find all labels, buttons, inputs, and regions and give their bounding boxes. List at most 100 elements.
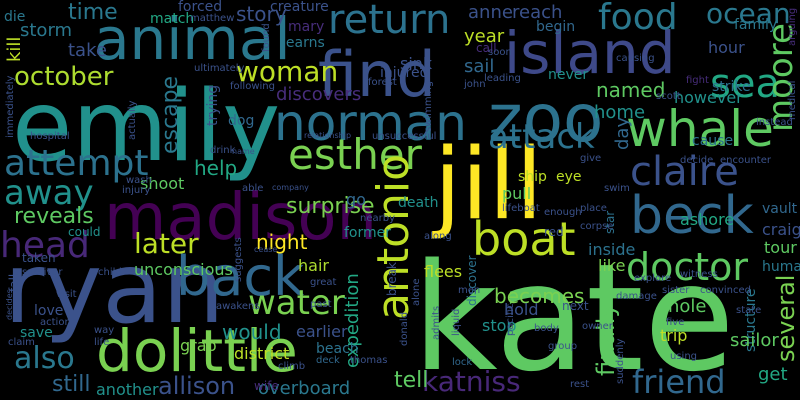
word-break: break xyxy=(385,262,399,296)
word-ultimately: ultimately xyxy=(194,63,245,74)
word-trying: trying xyxy=(205,84,221,126)
word-water: water xyxy=(248,283,345,323)
word-suddenly: suddenly xyxy=(615,338,626,384)
word-five: five xyxy=(666,317,685,328)
word-grab: grab xyxy=(180,336,217,355)
word-esther: esther xyxy=(288,130,422,179)
word-encounter: encounter xyxy=(720,155,771,166)
word-human: human xyxy=(762,259,800,275)
word-life: life xyxy=(94,337,110,348)
word-action: action xyxy=(40,317,71,328)
word-madison: madison xyxy=(104,181,378,255)
word-dolittle: dolittle xyxy=(96,317,298,385)
word-sea: sea xyxy=(710,61,780,107)
word-stop: stop xyxy=(482,316,517,335)
word-way: way xyxy=(94,325,115,336)
word-could: could xyxy=(68,225,101,239)
word-die: die xyxy=(4,9,26,25)
word-using: using xyxy=(670,351,698,362)
word-head: head xyxy=(0,225,90,266)
word-help: help xyxy=(194,156,238,180)
word-suggests: suggests xyxy=(233,237,244,282)
word-found: found xyxy=(261,23,272,52)
word-night: night xyxy=(256,230,308,254)
word-child: child xyxy=(98,267,122,278)
word-swimming: swimming xyxy=(423,80,434,132)
word-kate: kate xyxy=(412,232,735,400)
word-overboard: overboard xyxy=(258,378,351,399)
word-swim: swim xyxy=(604,183,630,194)
word-discover: discover xyxy=(465,255,479,306)
word-instead: instead xyxy=(756,117,793,128)
word-claim: claim xyxy=(8,337,35,348)
word-matthew: matthew xyxy=(190,13,235,24)
word-whale: whale xyxy=(626,100,774,158)
word-eye: eye xyxy=(556,169,582,185)
word-injury: injury xyxy=(122,185,151,196)
word-earlier: earlier xyxy=(296,322,348,341)
word-october: october xyxy=(14,62,114,92)
word-rest: rest xyxy=(570,379,590,390)
word-discovers: discovers xyxy=(276,84,362,105)
word-zoo: zoo xyxy=(488,80,604,157)
word-woman: woman xyxy=(236,55,339,88)
word-decides: decides xyxy=(5,289,14,320)
word-able: able xyxy=(242,183,264,194)
word-creature: creature xyxy=(270,0,329,15)
word-alone: alone xyxy=(411,278,422,306)
word-actually: actually xyxy=(127,100,138,141)
word-forced: forced xyxy=(178,0,223,15)
word-cause: cause xyxy=(692,133,734,149)
word-men: men xyxy=(458,285,481,296)
word-awakens: awakens xyxy=(216,301,260,312)
word-emily: emily xyxy=(12,70,281,184)
word-owner: owner xyxy=(582,321,613,332)
word-hour: hour xyxy=(708,38,745,57)
word-hold: hold xyxy=(504,300,539,319)
word-family: family xyxy=(734,17,778,33)
word-never: never xyxy=(548,67,589,83)
word-give: give xyxy=(580,153,602,164)
word-admits: admits xyxy=(431,305,442,340)
word-unconscious: unconscious xyxy=(134,260,233,279)
word-sailor: sailor xyxy=(730,330,779,351)
word-reveals: reveals xyxy=(14,204,94,229)
word-attack: attack xyxy=(488,117,595,157)
word-also: also xyxy=(14,341,75,376)
word-former: former xyxy=(344,225,392,241)
word-shoot: shoot xyxy=(140,174,185,193)
word-day: day xyxy=(612,116,633,150)
word-group: group xyxy=(548,341,578,352)
word-friend: friend xyxy=(632,363,726,400)
word-becomes: becomes xyxy=(494,284,585,308)
word-return: return xyxy=(328,0,451,43)
word-thomas: thomas xyxy=(350,355,388,366)
word-find: find xyxy=(318,38,436,111)
word-away: away xyxy=(4,173,94,213)
word-donald: donald xyxy=(399,311,410,346)
word-sister: sister xyxy=(662,285,690,296)
word-past: past xyxy=(310,299,332,310)
word-norman: norman xyxy=(274,94,467,152)
word-take: take xyxy=(68,40,107,61)
word-survivor: survivor xyxy=(22,267,63,278)
word-escape: escape xyxy=(158,75,183,154)
word-district: district xyxy=(234,344,290,363)
word-story: story xyxy=(236,2,287,26)
word-great: great xyxy=(310,277,337,288)
word-john: john xyxy=(464,79,486,90)
word-causing: causing xyxy=(616,53,655,64)
word-lock: lock xyxy=(452,357,473,368)
word-death: death xyxy=(398,195,439,211)
word-relationship: relationship xyxy=(304,131,352,140)
word-tour: tour xyxy=(764,238,797,257)
word-unsuccessful: unsuccessful xyxy=(372,131,437,142)
word-love: love xyxy=(34,303,64,319)
word-time: time xyxy=(68,0,118,25)
word-allison: allison xyxy=(158,372,236,400)
word-still: still xyxy=(52,372,91,397)
word-however: however xyxy=(674,88,743,107)
word-corpse: corpse xyxy=(580,221,614,232)
word-scott: scott xyxy=(656,91,681,102)
word-ashore: ashore xyxy=(680,210,735,229)
